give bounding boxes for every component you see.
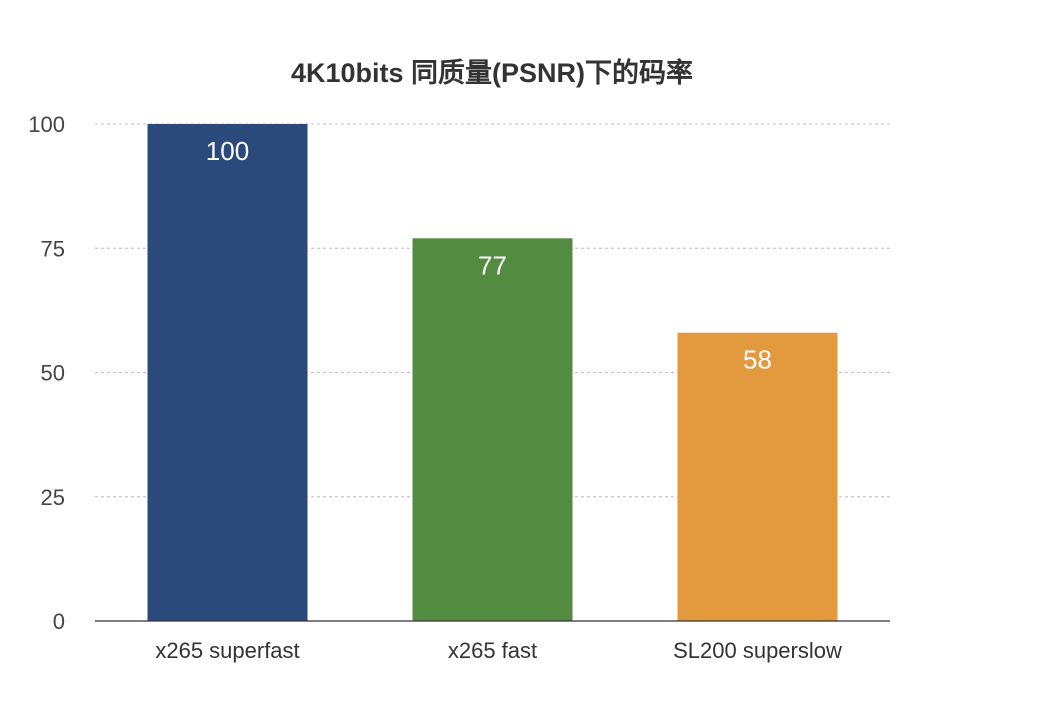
x-category-label: x265 fast	[448, 638, 537, 663]
y-tick-label: 75	[41, 236, 65, 261]
bar	[677, 332, 838, 621]
y-tick-label: 0	[53, 609, 65, 634]
x-category-label: SL200 superslow	[673, 638, 842, 663]
bar	[412, 238, 573, 621]
label-layer: 0 25 50 75 100 100 x265 superfast 77 x265 fast 58…	[28, 112, 842, 663]
chart-title: 4K10bits 同质量(PSNR)下的码率	[291, 57, 693, 88]
y-tick-label: 25	[41, 485, 65, 510]
bar-layer	[147, 124, 838, 621]
data-label: 100	[206, 136, 249, 166]
data-label: 77	[478, 250, 507, 280]
bar	[147, 124, 308, 621]
x-category-label: x265 superfast	[155, 638, 299, 663]
y-tick-label: 100	[28, 112, 65, 137]
data-label: 58	[743, 345, 772, 375]
y-tick-label: 50	[41, 361, 65, 386]
